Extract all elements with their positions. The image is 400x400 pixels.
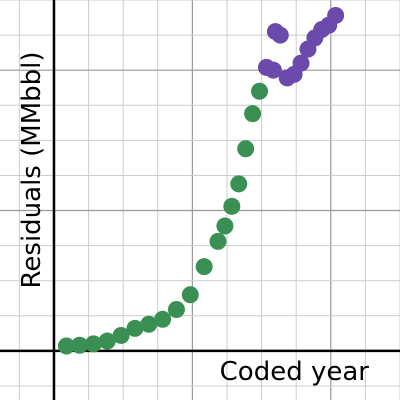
data-point-green	[84, 335, 102, 353]
data-point-green	[195, 258, 213, 276]
data-point-green	[167, 300, 185, 318]
x-axis-title: Coded year	[220, 357, 370, 387]
data-point-green	[140, 315, 158, 333]
data-point-green	[98, 332, 116, 350]
data-point-purple	[292, 54, 310, 72]
data-point-green	[237, 140, 255, 158]
y-axis-title: Residuals (MMbbl)	[17, 52, 47, 289]
data-points	[57, 6, 345, 355]
data-point-green	[230, 175, 248, 193]
data-point-green	[244, 105, 262, 123]
data-point-purple	[264, 61, 282, 79]
data-point-green	[112, 326, 130, 344]
data-point-green	[57, 337, 75, 355]
data-point-green	[209, 232, 227, 250]
data-point-green	[126, 319, 144, 337]
data-point-purple	[327, 6, 345, 24]
data-point-green	[223, 197, 241, 215]
data-point-green	[251, 82, 269, 100]
data-point-green	[154, 310, 172, 328]
data-point-purple	[271, 26, 289, 44]
data-point-green	[71, 336, 89, 354]
data-point-green	[216, 217, 234, 235]
data-point-green	[181, 286, 199, 304]
